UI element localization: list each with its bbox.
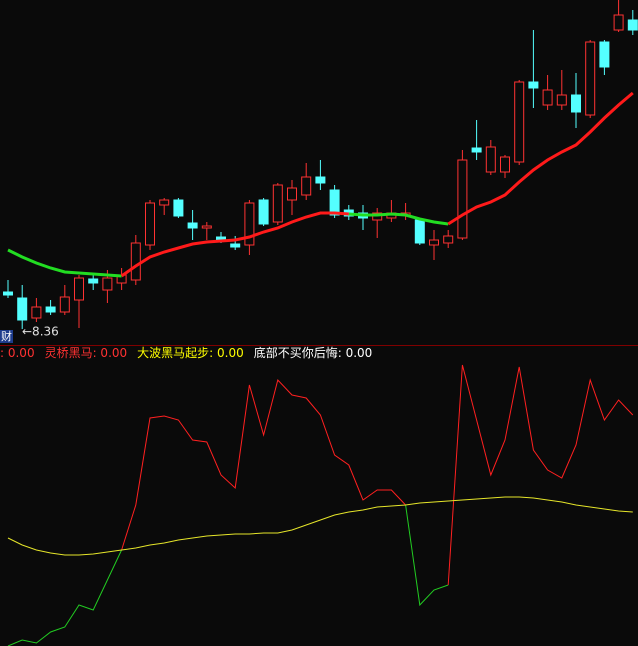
candle-body bbox=[613, 14, 624, 31]
low-annotation: ←8.36 bbox=[22, 325, 59, 339]
legend-item: 灵桥黑马: 0.00 bbox=[44, 346, 128, 360]
indicator-line bbox=[120, 91, 634, 278]
candle-body bbox=[571, 94, 581, 113]
indicator-line bbox=[7, 496, 633, 556]
indicator-line bbox=[7, 504, 449, 646]
candle-body bbox=[230, 243, 241, 248]
candle-body bbox=[59, 296, 70, 313]
candle-body bbox=[457, 159, 468, 239]
candle-body bbox=[159, 199, 170, 206]
candle-body bbox=[471, 147, 482, 153]
legend-item: 底部不买你后悔: 0.00 bbox=[253, 346, 373, 360]
candle-body bbox=[514, 81, 525, 163]
candle-body bbox=[500, 156, 510, 173]
candle-body bbox=[130, 242, 141, 281]
candle-body bbox=[429, 239, 439, 246]
candle-body bbox=[485, 146, 496, 173]
candle-body bbox=[244, 202, 255, 246]
candle-body bbox=[414, 219, 425, 244]
candle-body bbox=[528, 81, 539, 89]
candle-body bbox=[585, 41, 596, 116]
candle-body bbox=[301, 176, 312, 196]
candle-body bbox=[173, 199, 184, 217]
candle-body bbox=[329, 189, 340, 216]
indicator-line bbox=[7, 212, 449, 278]
candle-body bbox=[443, 235, 454, 244]
side-label: 财 bbox=[0, 330, 13, 343]
candle-body bbox=[74, 277, 84, 301]
candle-body bbox=[88, 278, 99, 284]
candle-body bbox=[17, 297, 28, 321]
candle-body bbox=[31, 306, 42, 319]
candle-body bbox=[258, 199, 269, 225]
candle-body bbox=[556, 94, 567, 106]
candle-body bbox=[542, 89, 553, 106]
candle-body bbox=[627, 19, 638, 31]
candle-body bbox=[145, 202, 155, 246]
candle-body bbox=[3, 291, 13, 296]
indicator-line bbox=[121, 364, 634, 586]
candle-body bbox=[599, 41, 610, 68]
candle-body bbox=[45, 306, 56, 313]
legend-item: : 0.00 bbox=[0, 346, 35, 360]
candle-body bbox=[272, 184, 283, 223]
candle-body bbox=[315, 176, 326, 184]
legend-item: 大波黑马起步: 0.00 bbox=[137, 346, 244, 360]
candle-body bbox=[201, 225, 212, 229]
candle-body bbox=[287, 187, 297, 201]
candle-body bbox=[102, 277, 113, 291]
candle-body bbox=[187, 222, 198, 229]
indicator-legend: : 0.00 灵桥黑马: 0.00 大波黑马起步: 0.00 底部不买你后悔: 0.0… bbox=[0, 346, 382, 360]
